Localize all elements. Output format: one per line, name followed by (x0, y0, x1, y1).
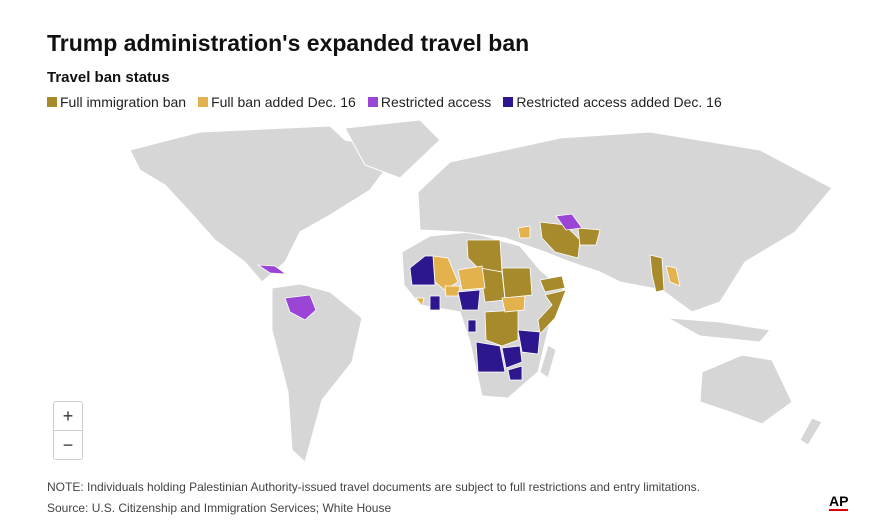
legend-swatch (47, 97, 57, 107)
madagascar (539, 344, 557, 379)
zoom-control: + − (53, 401, 83, 460)
world-map (129, 119, 833, 463)
legend-label: Restricted access (380, 94, 492, 110)
legend-label: Full immigration ban (60, 94, 187, 110)
nigeria (457, 289, 481, 311)
eurasia (417, 131, 833, 313)
legend: Full immigration ban Full ban added Dec. … (47, 94, 722, 110)
cuba (256, 264, 288, 275)
gabon (467, 319, 477, 333)
cote-divoire (429, 295, 441, 311)
title: Trump administration's expanded travel b… (47, 30, 530, 56)
congo (484, 309, 519, 347)
turkmenistan (555, 213, 583, 231)
laos (665, 265, 681, 287)
south-sudan (501, 295, 526, 313)
sierra-leone (415, 297, 425, 307)
venezuela (284, 294, 317, 321)
greenland (344, 119, 441, 179)
legend-swatch (503, 97, 514, 107)
legend-item: Full immigration ban (47, 94, 186, 110)
note: NOTE: Individuals holding Palestinian Au… (47, 480, 700, 494)
yemen (539, 275, 566, 293)
indonesia (667, 317, 771, 343)
legend-label: Restricted access added Dec. 16 (516, 94, 722, 110)
zimbabwe (507, 365, 523, 381)
source: Source: U.S. Citizenship and Immigration… (47, 501, 392, 515)
zambia (501, 345, 523, 369)
zoom-out[interactable]: − (54, 430, 82, 459)
myanmar (649, 254, 665, 293)
angola (475, 341, 506, 373)
north-america (129, 125, 401, 283)
niger (457, 265, 486, 291)
sudan (501, 267, 533, 299)
new-zealand (799, 417, 823, 446)
tanzania (517, 329, 541, 355)
afghanistan (577, 227, 601, 246)
syria (517, 225, 531, 239)
legend-item: Restricted access added Dec. 16 (503, 94, 722, 110)
mauritania (409, 255, 436, 286)
legend-swatch (367, 97, 378, 107)
south-america (271, 283, 363, 463)
legend-item: Full ban added Dec. 16 (198, 94, 356, 110)
australia (699, 354, 793, 425)
legend-swatch (198, 97, 209, 107)
logo: AP (829, 493, 849, 511)
subtitle: Travel ban status (47, 69, 170, 86)
legend-item: Restricted access (367, 94, 492, 110)
burkina-faso (444, 285, 461, 297)
legend-label: Full ban added Dec. 16 (211, 94, 356, 110)
zoom-in[interactable]: + (62, 406, 74, 426)
